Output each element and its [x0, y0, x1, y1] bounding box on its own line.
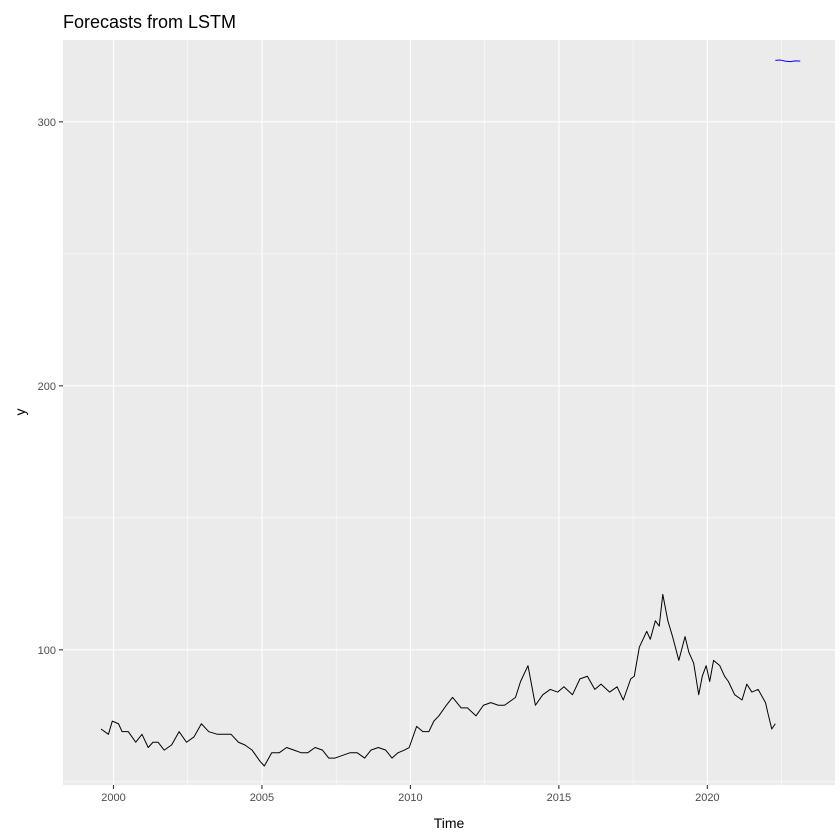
x-tick-labels: 2000 2005 2010 2015 2020 — [101, 792, 719, 804]
x-tick-label: 2005 — [250, 792, 274, 804]
major-gridlines — [63, 40, 835, 785]
series-layer — [100, 59, 801, 767]
x-tick-label: 2020 — [695, 792, 719, 804]
x-tick-label: 2015 — [547, 792, 571, 804]
chart-title: Forecasts from LSTM — [63, 12, 236, 32]
y-tick-label: 200 — [38, 381, 56, 393]
y-tick-label: 300 — [38, 117, 56, 129]
minor-gridlines — [63, 40, 835, 785]
x-tick-label: 2010 — [398, 792, 422, 804]
observed-series-line — [100, 593, 776, 767]
x-tick-label: 2000 — [101, 792, 125, 804]
y-tick-labels: 100 200 300 — [38, 117, 56, 657]
axis-ticks — [59, 121, 708, 789]
plot-panel — [63, 40, 835, 785]
x-axis-title: Time — [434, 815, 465, 831]
y-axis-title: y — [12, 409, 28, 416]
forecast-series-line — [775, 59, 801, 63]
y-tick-label: 100 — [38, 645, 56, 657]
